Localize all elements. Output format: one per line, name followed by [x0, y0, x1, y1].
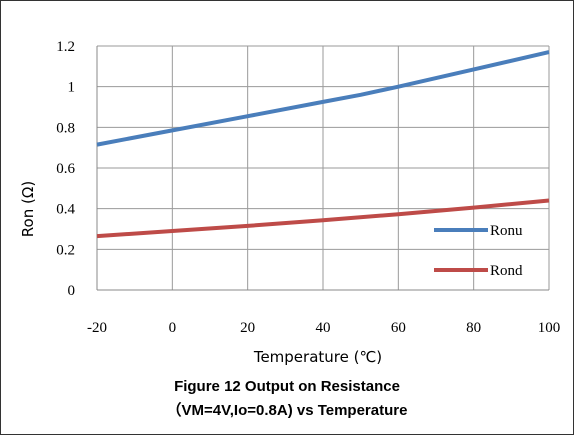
- series-line-rond: [96, 198, 550, 239]
- x-axis-label: Temperature (℃): [253, 348, 382, 366]
- legend: Ronu Rond: [434, 223, 523, 279]
- x-tick-label: 60: [391, 320, 406, 336]
- x-tick-label: -20: [87, 320, 107, 336]
- x-tick-label: 0: [169, 320, 177, 336]
- figure-caption-line-2: （VM=4V,Io=0.8A) vs Temperature: [166, 402, 408, 419]
- y-axis-label: Ron (Ω): [19, 181, 37, 237]
- y-tick-label: 0.6: [56, 161, 75, 177]
- x-tick-label: 100: [538, 320, 561, 336]
- y-tick-label: 0.8: [56, 120, 75, 136]
- series-line-ronu: [96, 50, 550, 147]
- y-tick-labels: 0 0.2 0.4 0.6 0.8 1 1.2: [56, 39, 75, 299]
- x-tick-labels: -20 0 20 40 60 80 100: [87, 320, 560, 336]
- x-tick-label: 40: [316, 320, 331, 336]
- legend-label-rond: Rond: [490, 263, 523, 279]
- y-tick-label: 1: [68, 80, 76, 96]
- y-tick-label: 1.2: [56, 39, 75, 55]
- series-lines: [96, 50, 550, 239]
- axes: [96, 46, 549, 291]
- x-tick-label: 20: [240, 320, 255, 336]
- gridlines: [96, 45, 550, 291]
- x-tick-label: 80: [466, 320, 481, 336]
- y-tick-label: 0.4: [56, 202, 75, 218]
- y-tick-label: 0.2: [56, 242, 75, 258]
- legend-label-ronu: Ronu: [490, 223, 523, 239]
- y-tick-label: 0: [68, 283, 76, 299]
- figure-caption-line-1: Figure 12 Output on Resistance: [174, 378, 400, 395]
